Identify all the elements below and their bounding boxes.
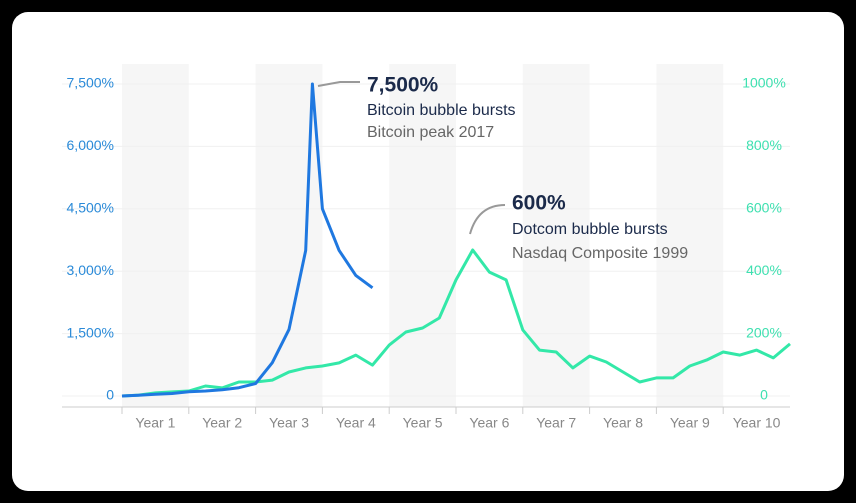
x-tick-label: Year 5 xyxy=(403,415,443,431)
annotation-title: Bitcoin bubble bursts xyxy=(367,102,516,119)
x-tick-label: Year 10 xyxy=(733,415,781,431)
x-tick-label: Year 3 xyxy=(269,415,309,431)
plot xyxy=(121,82,791,398)
annotation-value: 7,500% xyxy=(367,74,439,97)
band xyxy=(122,64,189,407)
y-tick-label: 1,500% xyxy=(67,324,114,340)
y-tick-label: 6,000% xyxy=(67,137,114,153)
y2-tick-label: 0 xyxy=(760,387,768,403)
y2-tick-label: 800% xyxy=(746,137,782,153)
bands xyxy=(121,64,724,414)
band xyxy=(522,64,590,407)
y2-tick-label: 600% xyxy=(746,200,782,216)
y-tick-label: 7,500% xyxy=(67,75,114,91)
y-tick-label: 0 xyxy=(106,387,114,403)
annotation-title: Dotcom bubble bursts xyxy=(512,221,668,238)
x-tick-label: Year 2 xyxy=(202,415,242,431)
series-line xyxy=(121,248,791,398)
annotation-subtitle: Bitcoin peak 2017 xyxy=(367,124,494,141)
x-tick-label: Year 4 xyxy=(336,415,376,431)
y2-tick-label: 1000% xyxy=(742,75,786,91)
y-tick-label: 3,000% xyxy=(67,262,114,278)
x-tick-label: Year 8 xyxy=(603,415,643,431)
series-line xyxy=(121,82,374,398)
grid xyxy=(62,83,790,397)
band xyxy=(656,64,724,407)
leader-line xyxy=(317,81,360,87)
annotation-subtitle: Nasdaq Composite 1999 xyxy=(512,245,688,262)
y2-tick-label: 200% xyxy=(746,324,782,340)
x-tick-label: Year 9 xyxy=(670,415,710,431)
x-tick-label: Year 1 xyxy=(135,415,175,431)
leader-line xyxy=(469,204,506,235)
band xyxy=(389,64,456,407)
y-tick-label: 4,500% xyxy=(67,200,114,216)
x-tick-label: Year 7 xyxy=(536,415,576,431)
annotation-value: 600% xyxy=(512,192,566,215)
x-tick-label: Year 6 xyxy=(469,415,509,431)
y2-tick-label: 400% xyxy=(746,262,782,278)
